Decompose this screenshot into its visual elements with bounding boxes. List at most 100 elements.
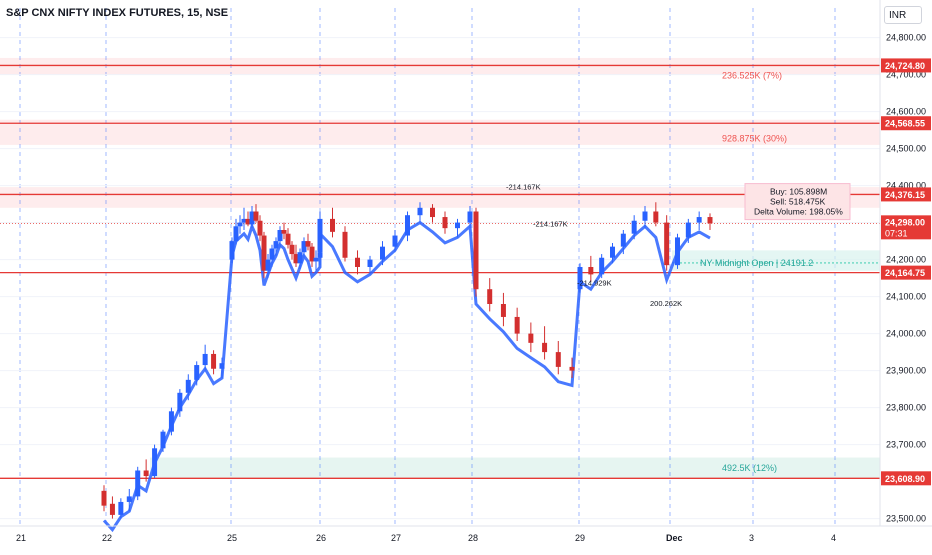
candle-body bbox=[620, 233, 626, 247]
candle-body bbox=[380, 246, 385, 260]
candle-body bbox=[241, 218, 247, 223]
volume-annotation: 200.262K bbox=[650, 299, 682, 308]
time-tick: 4 bbox=[831, 533, 836, 543]
candle-body bbox=[301, 241, 307, 253]
candle-body bbox=[599, 257, 605, 275]
price-tick: 24,800.00 bbox=[886, 33, 926, 43]
supply-zone bbox=[0, 187, 880, 208]
level-price-tag bbox=[881, 187, 931, 202]
candle-body bbox=[405, 215, 410, 236]
candle-body bbox=[168, 411, 174, 432]
candle-body bbox=[514, 316, 520, 334]
candle-body bbox=[253, 211, 259, 221]
candle-body bbox=[219, 363, 225, 369]
candle-body bbox=[455, 222, 460, 229]
candle-body bbox=[664, 222, 670, 266]
time-tick: Dec bbox=[666, 533, 683, 543]
ny-open-label: NY Midnight Open | 24191.2 bbox=[700, 258, 813, 268]
candle-body bbox=[293, 254, 299, 264]
candle-body bbox=[285, 233, 291, 245]
zone-label: 928.875K (30%) bbox=[722, 134, 787, 144]
price-tick: 24,700.00 bbox=[886, 70, 926, 80]
supply-zone bbox=[0, 57, 880, 75]
time-tick: 26 bbox=[316, 533, 326, 543]
candle-body bbox=[143, 470, 149, 477]
delta-volume: Delta Volume: 198.05% bbox=[754, 207, 843, 217]
time-tick: 27 bbox=[391, 533, 401, 543]
candle-body bbox=[202, 353, 208, 366]
last-price-tag bbox=[881, 215, 931, 240]
candle-body bbox=[653, 211, 659, 223]
candle-body bbox=[177, 392, 183, 412]
candle-body bbox=[610, 246, 615, 258]
candle-body bbox=[194, 365, 200, 380]
supply-zone bbox=[0, 119, 880, 145]
candle-body bbox=[289, 244, 295, 255]
candle-body bbox=[249, 211, 255, 225]
price-tick: 24,000.00 bbox=[886, 329, 926, 339]
candle-body bbox=[265, 259, 271, 271]
candle-body bbox=[569, 366, 575, 371]
last-price-label: 24,298.00 bbox=[885, 217, 925, 227]
delta-box bbox=[744, 183, 851, 221]
candle-body bbox=[233, 226, 239, 242]
price-tick: 23,900.00 bbox=[886, 366, 926, 376]
delta-buy: Buy: 105.898M bbox=[770, 187, 827, 197]
demand-zone bbox=[150, 457, 880, 478]
candle-body bbox=[467, 211, 473, 223]
candle-body bbox=[342, 231, 348, 258]
level-price-tag bbox=[881, 116, 931, 131]
candle-body bbox=[313, 257, 319, 262]
candle-body bbox=[269, 248, 275, 260]
candle-body bbox=[257, 220, 263, 236]
price-tick: 24,200.00 bbox=[886, 255, 926, 265]
candle-body bbox=[281, 230, 287, 234]
candle-body bbox=[309, 246, 315, 262]
price-tick: 24,500.00 bbox=[886, 144, 926, 154]
time-tick: 29 bbox=[575, 533, 585, 543]
candle-body bbox=[305, 241, 311, 247]
level-price-tag bbox=[881, 265, 931, 280]
level-price-label: 23,608.90 bbox=[885, 474, 925, 484]
candle-body bbox=[696, 217, 702, 223]
delta-sell: Sell: 518.475K bbox=[770, 197, 826, 207]
candle-body bbox=[588, 267, 594, 275]
candle-body bbox=[528, 333, 534, 343]
candle-body bbox=[555, 352, 561, 367]
price-tick: 23,800.00 bbox=[886, 403, 926, 413]
volume-annotation: -214.167K bbox=[506, 182, 541, 191]
time-tick: 28 bbox=[468, 533, 478, 543]
level-price-tag bbox=[881, 58, 931, 73]
candle-body bbox=[685, 222, 691, 238]
candle-body bbox=[109, 503, 115, 515]
candle-body bbox=[229, 241, 235, 260]
candle-body bbox=[101, 490, 107, 506]
time-tick: 21 bbox=[16, 533, 26, 543]
candle-body bbox=[135, 470, 141, 497]
zone-label: 236.525K (7%) bbox=[722, 71, 782, 81]
symbol-title: S&P CNX NIFTY INDEX FUTURES, 15, NSE bbox=[6, 7, 229, 19]
zone-label: 492.5K (12%) bbox=[722, 463, 777, 473]
currency-selector[interactable]: INR bbox=[884, 6, 922, 24]
price-tick: 24,600.00 bbox=[886, 107, 926, 117]
volume-annotation: -214.167K bbox=[533, 219, 568, 228]
candle-body bbox=[211, 353, 217, 369]
candle-body bbox=[126, 496, 132, 502]
candle-body bbox=[317, 218, 323, 253]
candle-body bbox=[392, 235, 398, 247]
level-price-tag bbox=[881, 471, 931, 486]
price-tick: 23,700.00 bbox=[886, 440, 926, 450]
candle-body bbox=[152, 448, 158, 477]
candle-body bbox=[631, 220, 637, 234]
candle-body bbox=[542, 342, 548, 353]
candle-body bbox=[675, 237, 680, 266]
bar-countdown: 07:31 bbox=[885, 228, 908, 238]
volume-annotation: -214.929K bbox=[577, 279, 612, 288]
candle-body bbox=[500, 304, 506, 317]
candle-body bbox=[261, 235, 267, 271]
candle-body bbox=[473, 211, 479, 290]
level-price-label: 24,376.15 bbox=[885, 190, 925, 200]
ny-open-band bbox=[672, 250, 880, 271]
